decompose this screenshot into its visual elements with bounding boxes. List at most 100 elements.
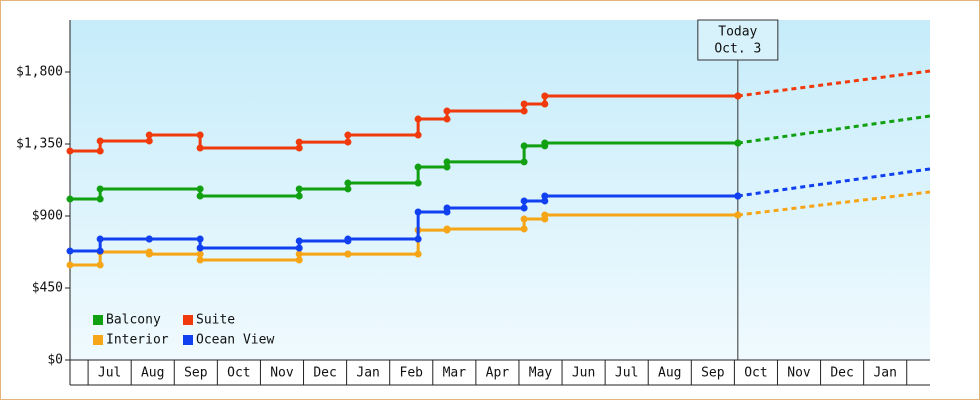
legend-label: Interior (106, 333, 169, 348)
x-tick-label: Dec (313, 366, 336, 381)
point (295, 192, 303, 200)
x-tick-label: Aug (141, 366, 164, 381)
point (196, 235, 204, 243)
legend-swatch (93, 315, 103, 325)
point (520, 142, 528, 150)
x-tick-label: Mar (443, 366, 467, 381)
x-tick-label: Nov (270, 366, 294, 381)
x-tick-label: May (529, 366, 553, 381)
point (295, 237, 303, 245)
legend-label: Suite (196, 313, 235, 328)
point (96, 235, 104, 243)
y-tick-label: $450 (32, 281, 63, 296)
point (414, 235, 422, 243)
legend-swatch (183, 335, 193, 345)
point (196, 256, 204, 264)
legend-label: Ocean View (196, 333, 274, 348)
point (66, 261, 74, 269)
point (344, 179, 352, 187)
x-tick-label: Aug (658, 366, 681, 381)
x-tick-label: Apr (486, 366, 510, 381)
point (96, 185, 104, 193)
point (295, 250, 303, 258)
point (520, 215, 528, 223)
point (443, 107, 451, 115)
x-tick-label: Sep (184, 366, 208, 381)
point (414, 131, 422, 139)
point (96, 137, 104, 145)
point (541, 100, 549, 108)
y-tick-label: $0 (47, 353, 63, 368)
point (344, 185, 352, 193)
point (520, 197, 528, 205)
y-tick-label: $1,800 (16, 65, 63, 80)
legend-label: Balcony (106, 313, 161, 328)
point (414, 250, 422, 258)
point (66, 247, 74, 255)
point (96, 147, 104, 155)
legend-swatch (93, 335, 103, 345)
point (295, 144, 303, 152)
point (443, 225, 451, 233)
point (520, 158, 528, 166)
point (196, 144, 204, 152)
legend-swatch (183, 315, 193, 325)
x-tick-label: Nov (787, 366, 811, 381)
x-tick-label: Feb (400, 366, 424, 381)
point (520, 100, 528, 108)
point (344, 138, 352, 146)
point (96, 195, 104, 203)
annotation-subtitle: Oct. 3 (714, 42, 761, 57)
point (520, 204, 528, 212)
x-tick-label: Dec (830, 366, 853, 381)
point (344, 250, 352, 258)
point (443, 115, 451, 123)
point (66, 147, 74, 155)
point (295, 256, 303, 264)
point (295, 138, 303, 146)
point (196, 192, 204, 200)
point (344, 131, 352, 139)
point (541, 139, 549, 147)
point (541, 192, 549, 200)
point (96, 247, 104, 255)
x-tick-label: Oct (744, 366, 767, 381)
point (541, 211, 549, 219)
point (295, 185, 303, 193)
point (414, 163, 422, 171)
x-tick-label: Jan (356, 366, 379, 381)
point (196, 250, 204, 258)
point (196, 185, 204, 193)
point (145, 137, 153, 145)
today-box (697, 19, 779, 61)
x-tick-label: Jul (615, 366, 638, 381)
point (520, 107, 528, 115)
point (295, 244, 303, 252)
x-tick-label: Oct (227, 366, 250, 381)
point (443, 163, 451, 171)
point (145, 131, 153, 139)
x-tick-label: Jan (873, 366, 896, 381)
point (145, 250, 153, 258)
point (414, 179, 422, 187)
point (414, 208, 422, 216)
point (196, 131, 204, 139)
point (145, 235, 153, 243)
point (196, 244, 204, 252)
point (66, 195, 74, 203)
x-tick-label: Jun (572, 366, 595, 381)
annotation-title: Today (718, 25, 757, 40)
point (443, 204, 451, 212)
point (414, 115, 422, 123)
x-tick-label: Sep (701, 366, 725, 381)
x-tick-label: Jul (98, 366, 121, 381)
point (96, 261, 104, 269)
y-tick-label: $900 (32, 209, 63, 224)
point (344, 235, 352, 243)
point (520, 225, 528, 233)
point (443, 158, 451, 166)
point (541, 197, 549, 205)
y-tick-label: $1,350 (16, 137, 63, 152)
